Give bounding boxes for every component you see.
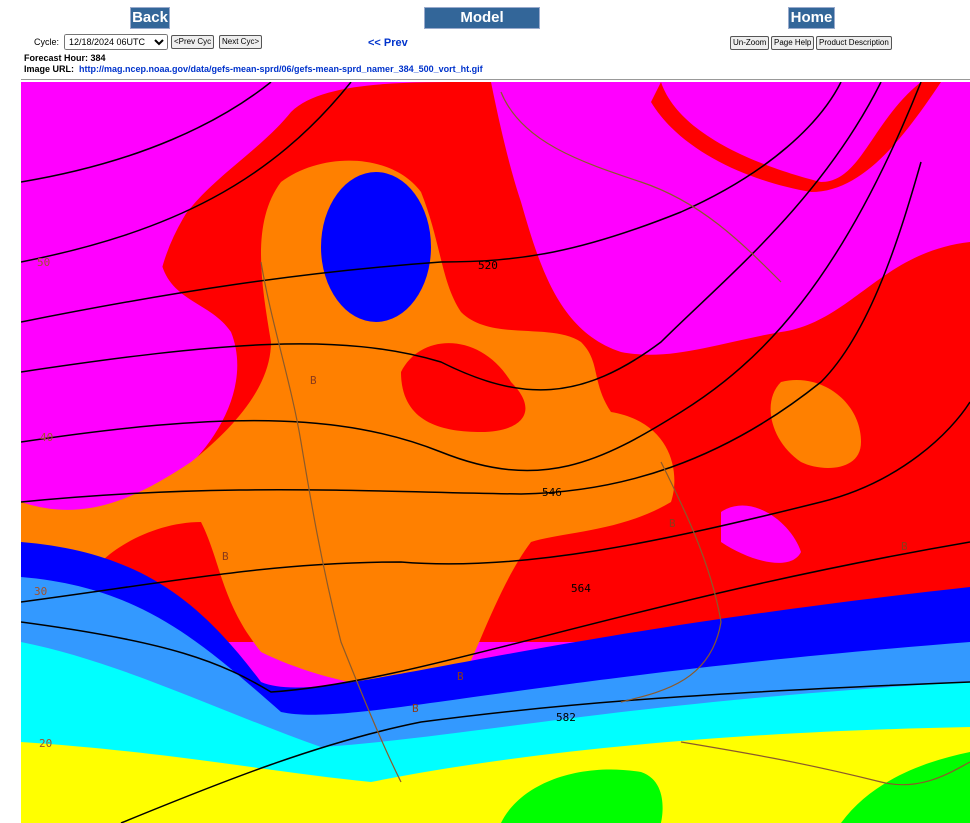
high-marker: B — [412, 702, 419, 715]
spread-magenta-west — [21, 82, 281, 481]
spread-green — [501, 752, 970, 823]
divider — [21, 79, 970, 80]
height-contours — [21, 82, 970, 823]
latitude-label: 50 — [37, 256, 50, 269]
spread-blue-blob — [321, 172, 431, 322]
coastlines — [260, 91, 970, 786]
latitude-label: 30 — [34, 585, 47, 598]
forecast-map: 520 546 564 582 50 40 30 20 B B B B B B — [21, 82, 970, 823]
next-cycle-button[interactable]: Next Cyc> — [219, 35, 263, 49]
latitude-labels: 50 40 30 20 — [34, 256, 53, 750]
unzoom-button[interactable]: Un-Zoom — [730, 36, 770, 50]
contour-label: 564 — [571, 582, 591, 595]
high-marker: B — [457, 670, 464, 683]
image-url-label: Image URL: — [24, 64, 75, 74]
high-marker: B — [310, 374, 317, 387]
page-help-button[interactable]: Page Help — [771, 36, 815, 50]
contour-label: 546 — [542, 486, 562, 499]
spread-magenta-inner — [721, 505, 801, 563]
high-marker: B — [222, 550, 229, 563]
model-guidance-button[interactable]: Model Guidance — [424, 7, 540, 46]
contour-label: 520 — [478, 259, 498, 272]
product-description-button[interactable]: Product Description — [816, 36, 892, 50]
forecast-hour: Forecast Hour: 384 — [24, 53, 106, 63]
latitude-label: 40 — [40, 431, 53, 444]
high-markers: B B B B B B — [222, 374, 908, 715]
spread-orange — [21, 160, 675, 691]
spread-red-inner — [401, 343, 526, 432]
high-marker: B — [901, 540, 908, 553]
home-button[interactable]: Home — [788, 7, 835, 29]
contour-label: 582 — [556, 711, 576, 724]
image-url-link[interactable]: http://mag.ncep.noaa.gov/data/gefs-mean-… — [79, 64, 483, 74]
high-marker: B — [669, 517, 676, 530]
latitude-label: 20 — [39, 737, 52, 750]
spread-orange-east — [770, 380, 861, 468]
height-contour-labels: 520 546 564 582 — [478, 259, 591, 724]
cycle-label: Cycle: — [34, 37, 60, 47]
cycle-select[interactable]: 12/18/2024 06UTC — [64, 34, 168, 50]
spread-magenta-east — [491, 82, 970, 355]
prev-link[interactable]: << Prev — [368, 37, 408, 49]
prev-cycle-button[interactable]: <Prev Cyc — [171, 35, 215, 49]
back-button[interactable]: Back — [130, 7, 170, 29]
